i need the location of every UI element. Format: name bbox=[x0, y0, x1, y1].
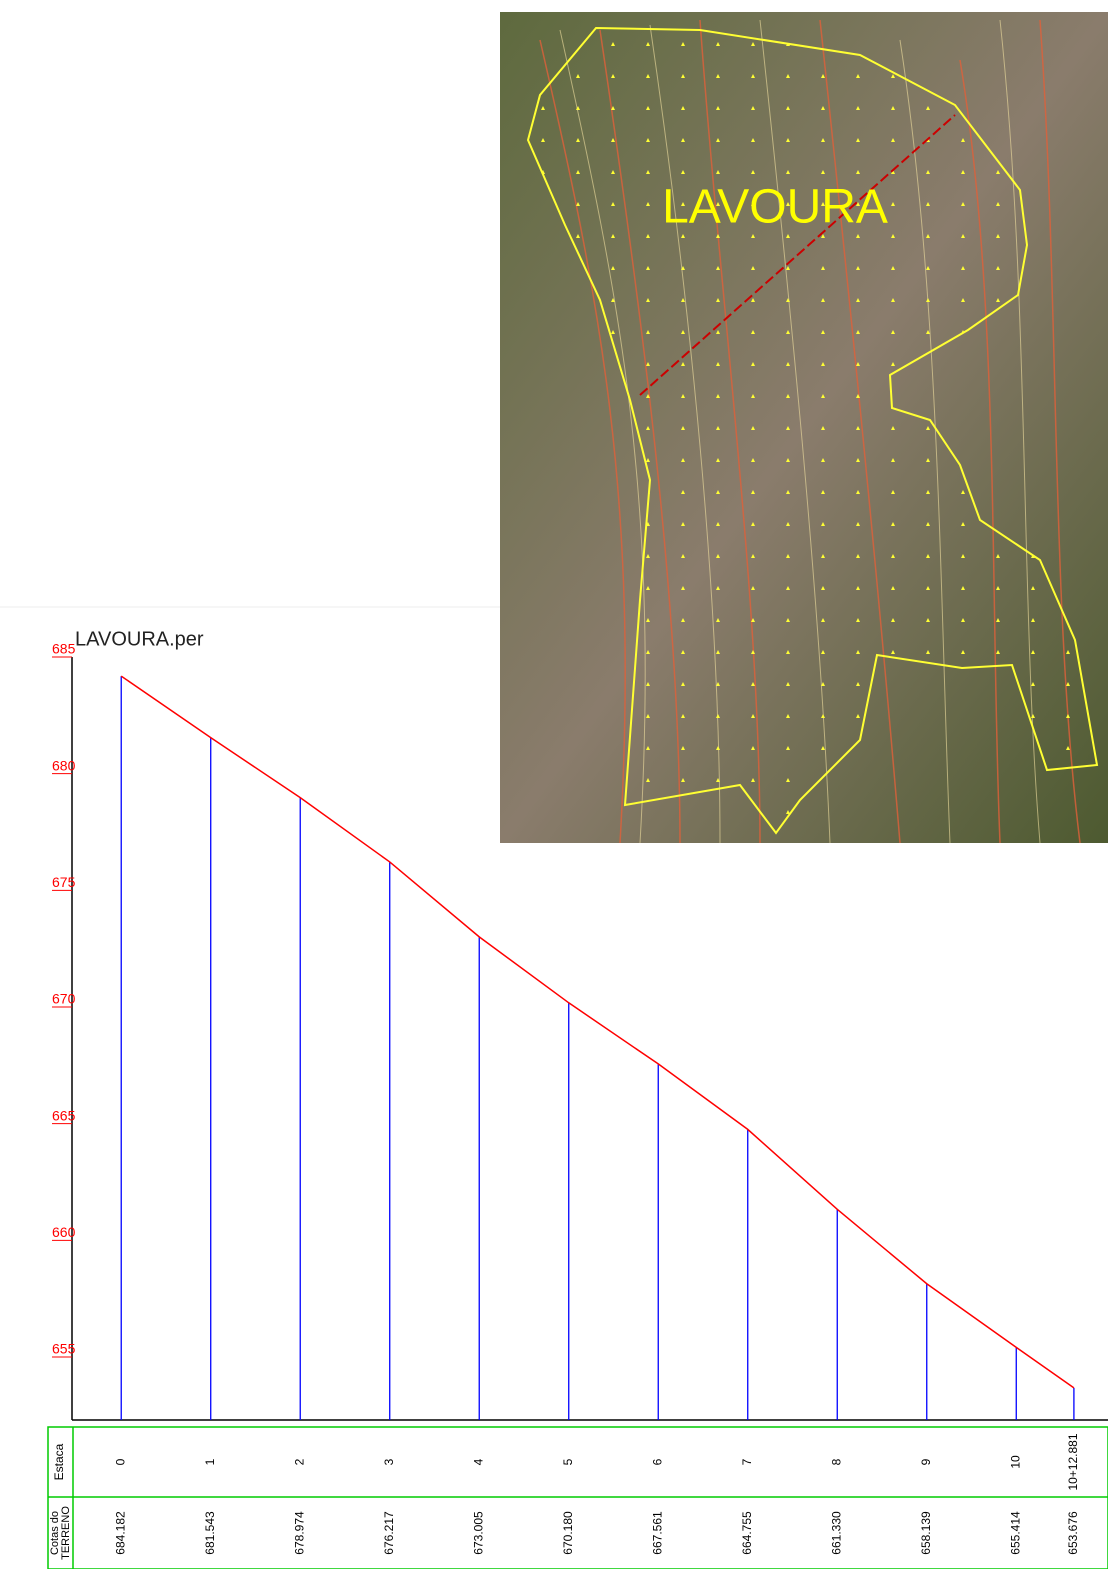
x-tick-label: 6 bbox=[650, 1458, 664, 1465]
x-tick-label: 10 bbox=[1008, 1455, 1022, 1469]
x-tick-label: 2 bbox=[292, 1458, 306, 1465]
y-tick-label: 655 bbox=[52, 1341, 76, 1357]
value-label: 673.005 bbox=[471, 1511, 485, 1555]
value-label: 658.139 bbox=[919, 1511, 933, 1555]
y-tick-label: 665 bbox=[52, 1107, 76, 1123]
value-label: 653.676 bbox=[1066, 1511, 1080, 1555]
map: LAVOURA bbox=[500, 12, 1108, 843]
x-tick-label: 0 bbox=[113, 1458, 127, 1465]
row-label: TERRENO bbox=[60, 1506, 72, 1560]
map-label: LAVOURA bbox=[662, 181, 888, 234]
x-tick-label: 10+12.881 bbox=[1066, 1433, 1080, 1490]
value-label: 678.974 bbox=[292, 1511, 306, 1555]
x-tick-label: 8 bbox=[829, 1458, 843, 1465]
x-tick-label: 5 bbox=[561, 1458, 575, 1465]
value-label: 655.414 bbox=[1008, 1511, 1022, 1555]
value-label: 667.561 bbox=[650, 1511, 664, 1555]
x-tick-label: 9 bbox=[919, 1458, 933, 1465]
x-tick-label: 3 bbox=[382, 1458, 396, 1465]
chart: LAVOURA.per 655660665670675680685EstacaC… bbox=[0, 0, 1108, 1569]
y-tick-label: 670 bbox=[52, 991, 76, 1007]
y-tick-label: 685 bbox=[52, 641, 76, 657]
y-tick-label: 680 bbox=[52, 757, 76, 773]
y-tick-label: 675 bbox=[52, 874, 76, 890]
value-label: 681.543 bbox=[203, 1511, 217, 1555]
y-tick-label: 660 bbox=[52, 1224, 76, 1240]
value-label: 664.755 bbox=[740, 1511, 754, 1555]
value-label: 684.182 bbox=[113, 1511, 127, 1555]
page: LAVOURA.per 655660665670675680685EstacaC… bbox=[0, 0, 1108, 1569]
value-label: 670.180 bbox=[561, 1511, 575, 1555]
x-tick-label: 7 bbox=[740, 1458, 754, 1465]
value-label: 676.217 bbox=[382, 1511, 396, 1555]
x-tick-label: 4 bbox=[471, 1458, 485, 1465]
chart-title: LAVOURA.per bbox=[75, 628, 204, 650]
value-label: 661.330 bbox=[829, 1511, 843, 1555]
row-label: Estaca bbox=[52, 1443, 66, 1480]
x-tick-label: 1 bbox=[203, 1458, 217, 1465]
